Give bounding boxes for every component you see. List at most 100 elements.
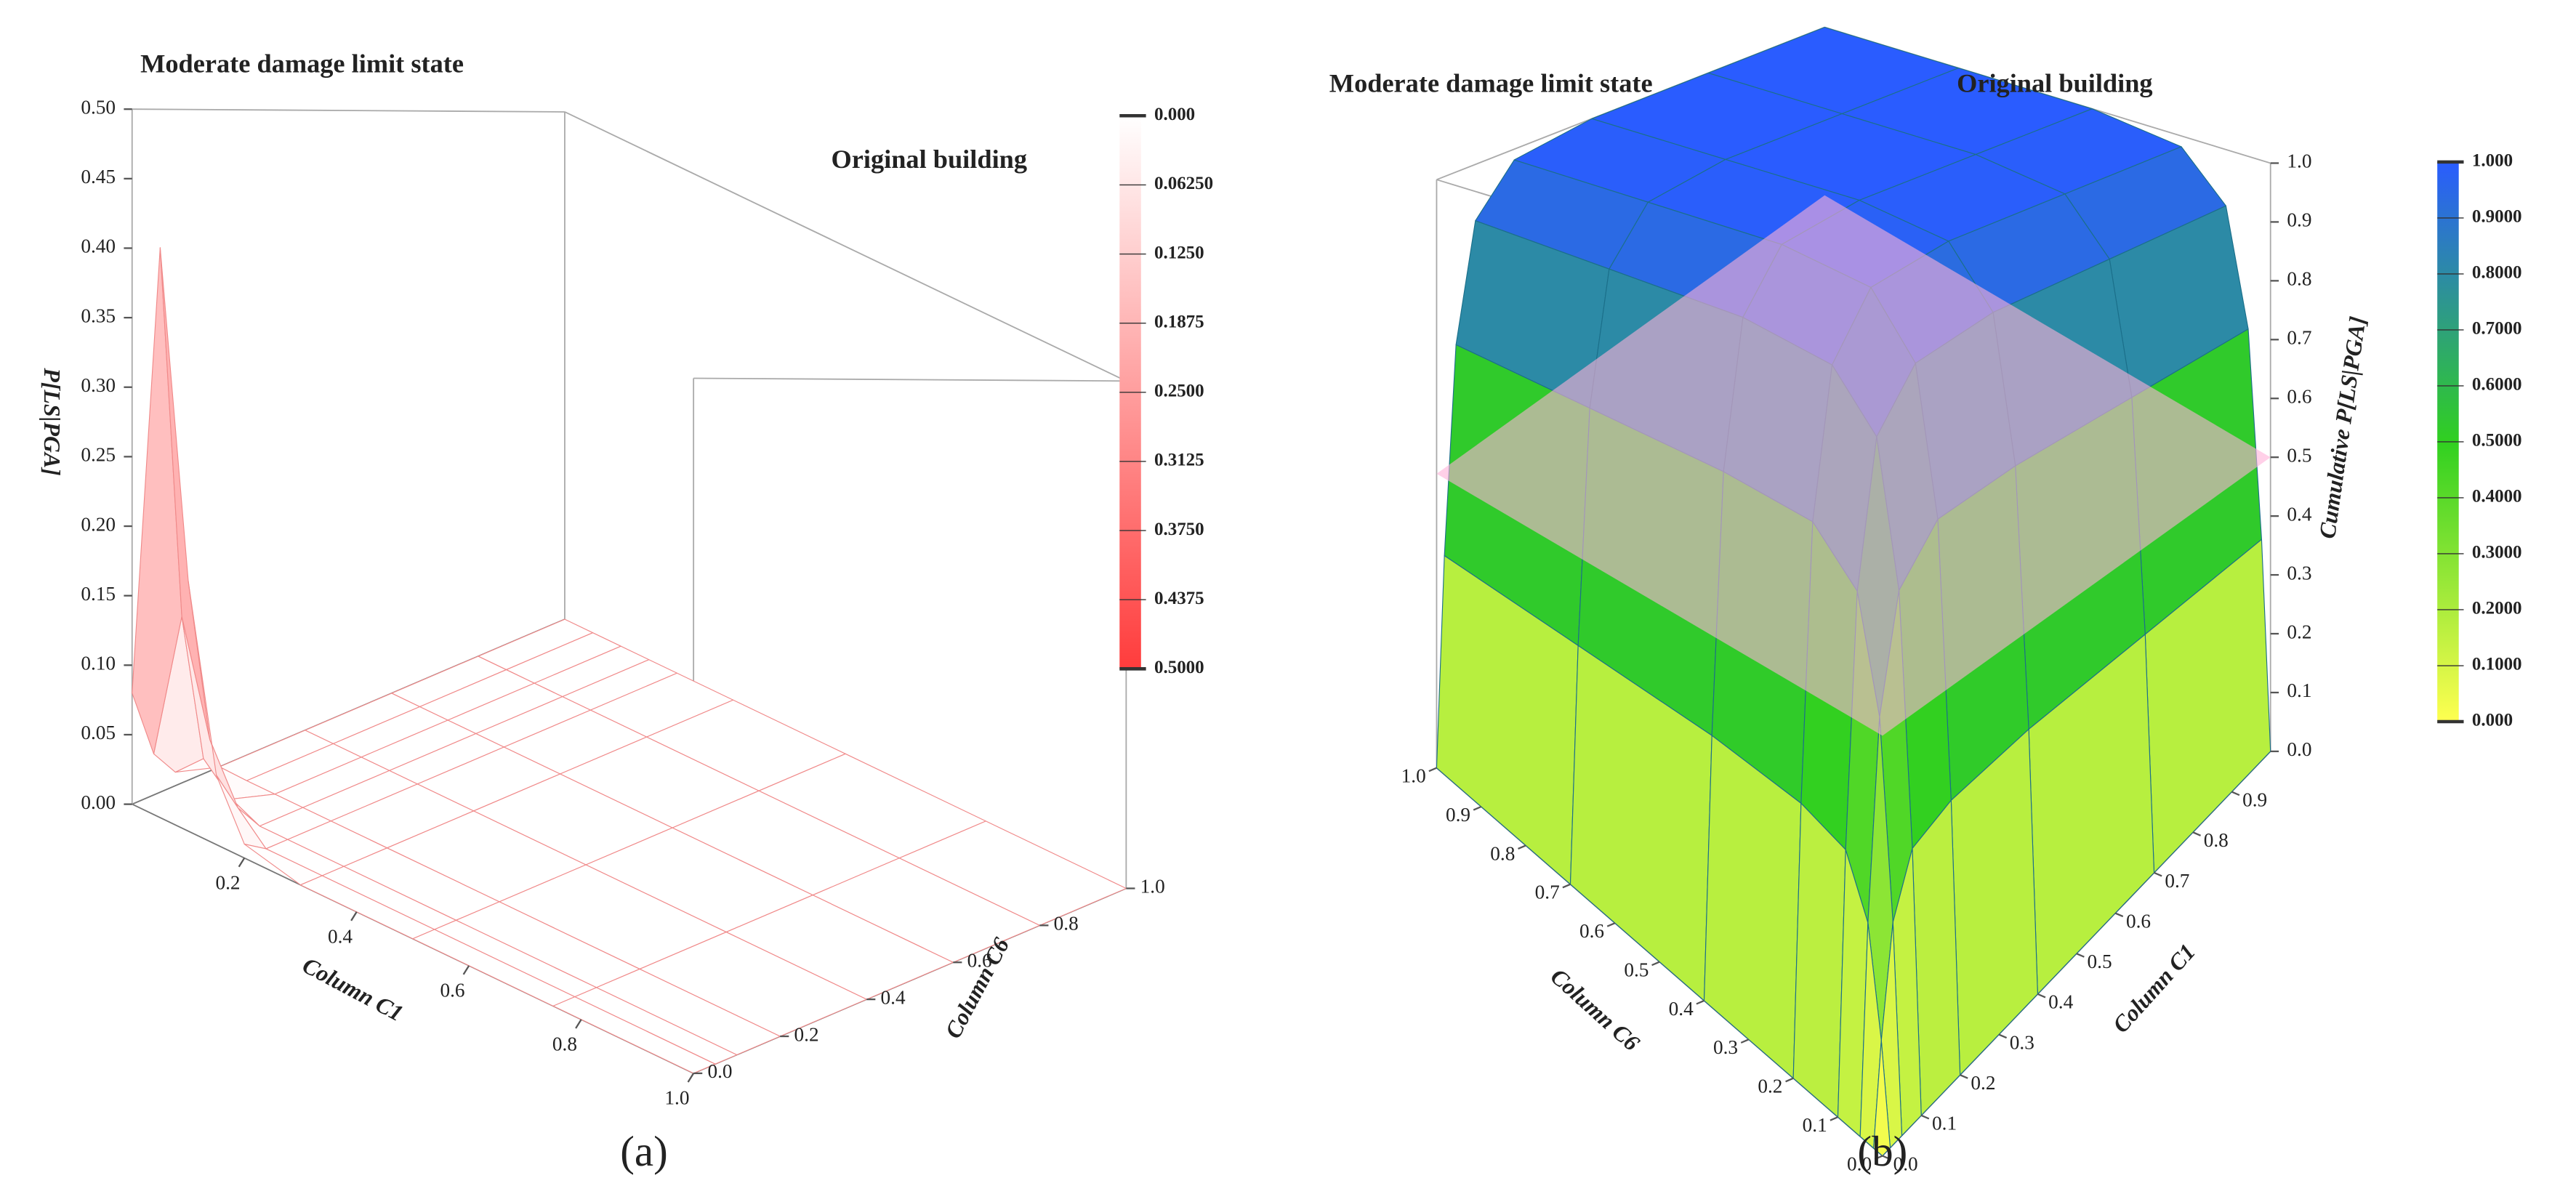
y-tick-label: 0.5 (1624, 959, 1649, 980)
reference-plane (1436, 195, 2271, 736)
x-tick-label: 0.8 (2204, 829, 2229, 851)
z-tick-label: 0.40 (81, 235, 116, 257)
y-tick (1696, 999, 1704, 1005)
panel-label: (a) (620, 1127, 668, 1175)
z-tick-label: 0.30 (81, 374, 116, 396)
y-tick (1473, 805, 1482, 811)
colorbar-tick-label: 0.5000 (1154, 658, 1204, 677)
box-edge (693, 377, 1127, 382)
y-tick (1606, 922, 1616, 927)
colorbar-tick-label: 0.1250 (1154, 243, 1204, 262)
x-tick (1920, 1114, 1930, 1120)
x-tick (2154, 871, 2162, 877)
annotation: Original building (832, 145, 1028, 174)
y-tick (1740, 1038, 1750, 1044)
colorbar-tick-label: 0.9000 (2472, 207, 2522, 227)
x-tick-label: 0.6 (2126, 910, 2151, 932)
colorbar-tick-label: 0.2000 (2472, 599, 2522, 618)
z-tick-label: 0.00 (81, 791, 116, 813)
z-tick-label: 0.05 (81, 722, 116, 743)
x-tick-label: 0.2 (1971, 1072, 1995, 1094)
x-tick (350, 911, 358, 921)
colorbar-tick-label: 0.1875 (1154, 312, 1204, 331)
y-tick (1874, 1155, 1883, 1161)
x-tick-label: 0.0 (1893, 1153, 1918, 1174)
x-tick-label: 0.7 (2165, 870, 2189, 892)
y-tick (1518, 844, 1526, 850)
x-tick (1960, 1074, 1968, 1079)
x-tick (238, 858, 246, 868)
y-tick-label: 0.0 (1847, 1153, 1872, 1174)
colorbar-tick-label: 0.7000 (2472, 319, 2522, 339)
x-tick (2114, 912, 2124, 918)
annotation: Original building (1957, 69, 2153, 98)
y-tick-label: 0.3 (1713, 1036, 1738, 1058)
x-tick-label: 0.5 (2088, 951, 2112, 972)
y-tick-label: 0.8 (1490, 842, 1515, 864)
z-tick-label: 0.35 (81, 304, 116, 326)
x-tick (2076, 953, 2085, 958)
x-tick (1882, 1155, 1891, 1161)
z-tick-label: 0.8 (2287, 268, 2311, 290)
x-tick (2231, 791, 2240, 796)
z-tick-label: 0.50 (81, 96, 116, 118)
panel-label: (b) (1857, 1127, 1907, 1175)
colorbar-tick-label: 0.3125 (1154, 451, 1204, 470)
x-tick (1998, 1033, 2008, 1039)
x-tick-label: 0.1 (1932, 1113, 1957, 1134)
z-tick-label: 0.0 (2287, 738, 2311, 760)
z-axis-label: P[LS|PGA] (39, 367, 65, 475)
colorbar-tick-label: 0.1000 (2472, 655, 2522, 674)
panel: 0.00.10.20.30.40.50.60.70.80.91.00.00.10… (1329, 26, 2522, 1175)
x-tick-label: 0.6 (440, 979, 464, 1001)
y-tick-label: 0.2 (794, 1023, 819, 1045)
y-tick (1785, 1077, 1794, 1083)
y-tick (1651, 961, 1660, 967)
y-tick-label: 1.0 (1140, 876, 1165, 897)
y-tick-label: 0.0 (707, 1060, 732, 1082)
x-tick-label: 0.4 (2048, 991, 2073, 1013)
z-tick-label: 0.9 (2287, 209, 2311, 231)
z-tick-label: 0.20 (81, 513, 116, 535)
x-tick (462, 965, 470, 975)
z-tick-label: 0.4 (2287, 503, 2311, 525)
y-tick-label: 1.0 (1401, 765, 1426, 787)
box-edge (564, 111, 1127, 382)
colorbar-tick-label: 0.000 (1154, 105, 1195, 124)
panel-title: Moderate damage limit state (140, 49, 464, 78)
y-tick-label: 0.1 (1803, 1114, 1827, 1136)
x-tick (687, 1073, 695, 1083)
z-tick-label: 0.2 (2287, 621, 2311, 642)
z-tick-label: 0.6 (2287, 385, 2311, 407)
z-tick-label: 0.7 (2287, 327, 2311, 349)
z-tick-label: 0.3 (2287, 562, 2311, 584)
y-tick-label: 0.4 (1669, 998, 1694, 1020)
y-tick-label: 0.7 (1535, 882, 1560, 903)
z-tick-label: 0.1 (2287, 679, 2311, 701)
box-edge (132, 108, 565, 113)
colorbar-tick-label: 0.4000 (2472, 487, 2522, 507)
surface-cell (552, 996, 716, 1074)
x-tick (2192, 831, 2201, 836)
x-tick (2037, 993, 2046, 999)
x-tick-label: 0.9 (2242, 788, 2267, 810)
colorbar-tick-label: 1.000 (2472, 151, 2513, 171)
x-tick (575, 1019, 582, 1029)
y-tick-label: 0.6 (1579, 920, 1604, 942)
colorbar-tick-label: 0.6000 (2472, 375, 2522, 395)
surface-cell (1873, 1040, 1891, 1157)
colorbar-tick-label: 0.000 (2472, 711, 2513, 730)
colorbar-tick-label: 0.06250 (1154, 174, 1213, 193)
x-tick-label: 0.8 (552, 1033, 577, 1054)
z-tick-label: 0.45 (81, 166, 116, 187)
x-axis-label: Column C1 (2108, 939, 2200, 1038)
surface-cell (1792, 802, 1846, 1118)
y-tick-label: 0.9 (1446, 804, 1470, 826)
y-tick (1428, 767, 1437, 773)
colorbar-tick-label: 0.8000 (2472, 263, 2522, 283)
colorbar-tick-label: 0.5000 (2472, 431, 2522, 451)
y-tick-label: 0.8 (1054, 913, 1079, 935)
x-tick-label: 0.4 (328, 925, 353, 947)
z-tick-label: 0.15 (81, 583, 116, 605)
